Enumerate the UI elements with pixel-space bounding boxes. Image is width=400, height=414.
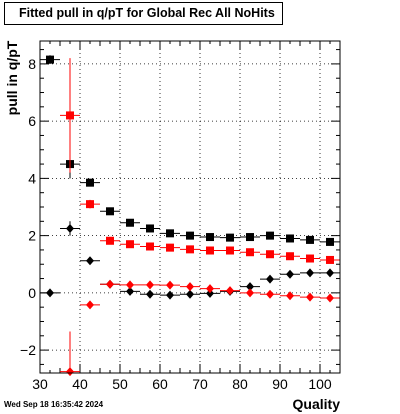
diamond-marker (86, 300, 94, 310)
diamond-marker (206, 284, 214, 294)
diamond-marker (226, 286, 234, 296)
square-marker (206, 246, 214, 255)
x-tick-label: 100 (308, 376, 332, 392)
square-marker (226, 233, 234, 242)
square-marker (326, 255, 334, 264)
square-marker (146, 224, 154, 233)
diamond-marker (106, 279, 114, 289)
y-tick-label: 2 (28, 228, 36, 244)
square-marker (266, 250, 274, 259)
x-tick-label: 50 (112, 376, 128, 392)
diamond-marker (126, 280, 134, 290)
x-tick-label: 80 (232, 376, 248, 392)
y-tick-label: 4 (28, 170, 36, 186)
square-marker (86, 178, 94, 187)
diamond-marker (246, 288, 254, 298)
timestamp: Wed Sep 18 16:35:42 2024 (4, 400, 104, 409)
diamond-marker (166, 280, 174, 290)
x-tick-label: 90 (272, 376, 288, 392)
x-axis-label: Quality (292, 396, 340, 412)
diamond-marker (326, 268, 334, 278)
diamond-marker (166, 290, 174, 300)
plot-frame (39, 40, 341, 374)
y-axis-label: pull in q/pT (4, 40, 20, 116)
square-marker (106, 236, 114, 245)
square-marker (306, 235, 314, 244)
square-marker (326, 237, 334, 246)
square-marker (166, 243, 174, 252)
diamond-marker (146, 280, 154, 290)
square-marker (146, 242, 154, 251)
x-tick-label: 70 (192, 376, 208, 392)
square-marker (266, 231, 274, 240)
square-marker (126, 218, 134, 227)
y-tick-label: 8 (28, 56, 36, 72)
y-tick-label: −2 (20, 342, 36, 358)
square-marker (246, 248, 254, 257)
x-tick-label: 40 (72, 376, 88, 392)
diamond-marker (46, 288, 54, 298)
square-marker (46, 55, 54, 64)
y-tick-label: 0 (28, 285, 36, 301)
plot-area (40, 41, 340, 373)
x-tick-label: 30 (32, 376, 48, 392)
diamond-marker (66, 367, 74, 377)
diamond-marker (186, 289, 194, 299)
square-marker (306, 254, 314, 263)
square-marker (126, 240, 134, 249)
diamond-marker (306, 292, 314, 302)
square-marker (286, 252, 294, 261)
chart-title: Fitted pull in q/pT for Global Rec All N… (4, 2, 283, 25)
diamond-marker (286, 269, 294, 279)
diamond-marker (326, 293, 334, 303)
square-marker (166, 229, 174, 238)
diamond-marker (146, 289, 154, 299)
diamond-marker (206, 288, 214, 298)
diamond-marker (246, 282, 254, 292)
square-marker (246, 233, 254, 242)
diamond-marker (186, 282, 194, 292)
x-tick-label: 60 (152, 376, 168, 392)
diamond-marker (126, 286, 134, 296)
diamond-marker (266, 289, 274, 299)
square-marker (286, 234, 294, 243)
square-marker (86, 200, 94, 209)
diamond-marker (266, 274, 274, 284)
y-tick-label: 6 (28, 113, 36, 129)
diamond-marker (66, 223, 74, 233)
diamond-marker (306, 268, 314, 278)
diamond-marker (286, 291, 294, 301)
square-marker (186, 245, 194, 254)
square-marker (206, 233, 214, 242)
square-marker (106, 207, 114, 216)
diamond-marker (86, 256, 94, 266)
square-marker (66, 111, 74, 120)
square-marker (186, 231, 194, 240)
square-marker (226, 246, 234, 255)
